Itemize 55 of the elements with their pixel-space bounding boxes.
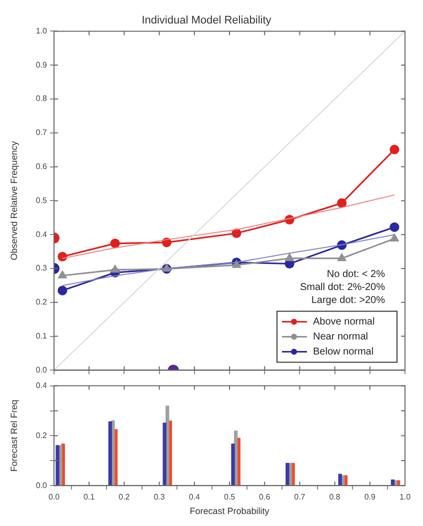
x-tick-label: 0.4	[188, 492, 201, 502]
annotation: Small dot: 2%-20%	[300, 282, 386, 293]
bar	[338, 474, 342, 486]
y-axis-title: Forecast Rel Freq	[8, 400, 19, 472]
point	[58, 252, 68, 262]
x-tick-label: 0.8	[329, 492, 341, 502]
y-tick-label: 0.6	[36, 162, 48, 172]
y-tick-label: 0.7	[36, 128, 48, 138]
point	[232, 228, 242, 238]
y-tick-label: 0.4	[36, 230, 48, 239]
point	[110, 238, 120, 248]
legend-label: Near normal	[313, 331, 368, 342]
y-axis-title: Observed Relative Frequency	[8, 140, 19, 260]
point	[390, 144, 400, 154]
point	[338, 254, 346, 262]
bar	[108, 421, 112, 486]
x-tick-label: 0.5	[224, 492, 236, 502]
x-tick-label: 0.7	[294, 492, 306, 502]
y-tick-label: 0.3	[36, 264, 48, 273]
point	[58, 270, 67, 278]
legend-label: Above normal	[313, 316, 375, 328]
y-tick-label: 0.0	[36, 480, 48, 490]
x-tick-label: 0.2	[118, 492, 130, 502]
annotation: No dot: < 2%	[326, 268, 386, 280]
point	[337, 198, 347, 208]
bar	[286, 462, 290, 486]
y-tick-label: 0.2	[36, 430, 48, 440]
point	[110, 265, 120, 273]
y-tick-label: 0.0	[36, 365, 48, 374]
x-tick-label: 1.0	[399, 492, 412, 502]
x-tick-label: 0.0	[48, 492, 60, 502]
y-tick-label: 0.8	[36, 94, 48, 104]
bar	[390, 480, 395, 486]
x-axis-title: Forecast Probability	[190, 506, 270, 516]
y-tick-label: 0.1	[36, 332, 48, 341]
bar	[162, 422, 166, 486]
point	[232, 260, 241, 268]
y-tick-label: 1.0	[36, 26, 48, 36]
chart-title: Individual Model Reliability	[142, 14, 272, 27]
x-tick-label: 0.9	[364, 492, 376, 502]
point	[390, 222, 400, 232]
y-tick-label: 0.5	[36, 196, 48, 205]
point	[58, 286, 68, 296]
legend-label: Below normal	[313, 346, 374, 358]
x-tick-label: 0.3	[154, 492, 166, 502]
bar	[231, 444, 235, 486]
point	[285, 254, 294, 262]
x-tick-label: 0.6	[259, 492, 271, 502]
point	[390, 234, 399, 242]
y-tick-label: 0.2	[36, 298, 48, 307]
bar	[56, 445, 60, 486]
x-tick-label: 0.1	[84, 492, 96, 502]
annotation: Large dot: >20%	[311, 294, 386, 306]
y-tick-label: 0.9	[36, 60, 48, 70]
y-tick-label: 0.4	[36, 381, 48, 390]
